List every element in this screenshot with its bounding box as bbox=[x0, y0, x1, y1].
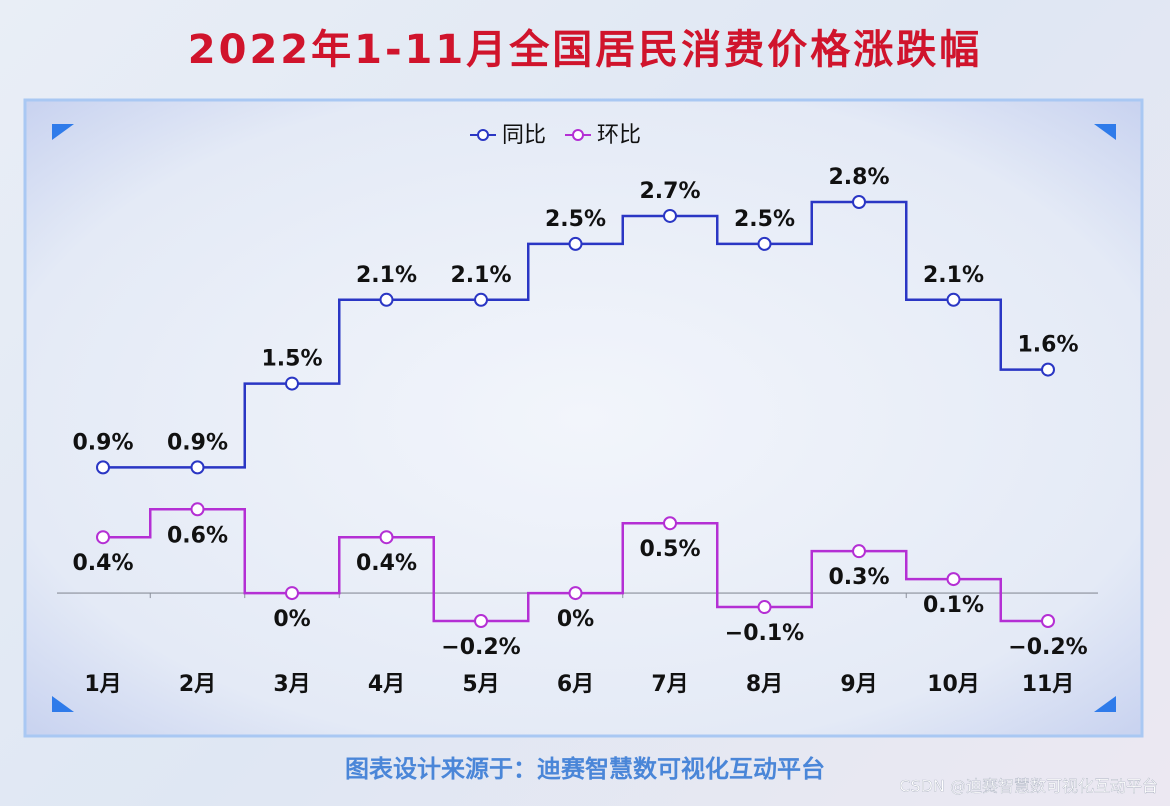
point bbox=[285, 376, 299, 391]
point bbox=[190, 460, 205, 475]
point bbox=[568, 236, 583, 251]
data-label: −0.2% bbox=[1008, 635, 1087, 660]
data-label: 0% bbox=[557, 607, 594, 632]
data-label: −0.2% bbox=[441, 635, 520, 660]
data-label: 0.6% bbox=[167, 523, 228, 548]
data-label: 2.1% bbox=[356, 263, 417, 288]
point bbox=[946, 572, 961, 587]
point bbox=[757, 600, 772, 615]
data-label: 2.5% bbox=[545, 207, 606, 232]
x-tick-label: 3月 bbox=[273, 672, 310, 697]
point bbox=[96, 530, 110, 545]
point bbox=[379, 292, 394, 307]
data-label: 2.1% bbox=[450, 263, 511, 288]
data-label: 2.8% bbox=[828, 165, 889, 190]
point bbox=[190, 502, 205, 517]
legend-marker bbox=[477, 129, 489, 141]
legend-label: 环比 bbox=[597, 123, 641, 148]
point bbox=[757, 236, 772, 251]
point bbox=[852, 195, 866, 209]
chart-title: 2022年1-11月全国居民消费价格涨跌幅 bbox=[188, 27, 982, 73]
data-label: 2.7% bbox=[639, 179, 700, 204]
corner bbox=[52, 124, 74, 140]
point bbox=[852, 544, 866, 559]
x-tick-label: 6月 bbox=[557, 672, 594, 697]
point bbox=[946, 292, 961, 307]
x-tick-label: 11月 bbox=[1022, 672, 1075, 697]
x-tick-label: 10月 bbox=[927, 672, 980, 697]
x-tick-label: 4月 bbox=[368, 672, 405, 697]
legend-label: 同比 bbox=[502, 123, 546, 148]
x-tick-label: 8月 bbox=[746, 672, 783, 697]
point bbox=[285, 586, 299, 601]
data-label: 2.5% bbox=[734, 207, 795, 232]
corner bbox=[1094, 696, 1116, 712]
data-label: 0% bbox=[273, 607, 310, 632]
x-tick-label: 7月 bbox=[651, 672, 688, 697]
data-label: 0.4% bbox=[72, 551, 133, 576]
data-label: 0.1% bbox=[923, 593, 984, 618]
data-label: 1.6% bbox=[1017, 333, 1078, 358]
point bbox=[96, 460, 110, 475]
data-label: 0.9% bbox=[167, 430, 228, 455]
panel bbox=[23, 98, 1144, 738]
point bbox=[663, 516, 677, 531]
data-label: 0.9% bbox=[72, 430, 133, 455]
point bbox=[1041, 614, 1055, 628]
point bbox=[474, 292, 488, 307]
series-line bbox=[103, 200, 1048, 469]
source: 图表设计来源于：迪赛智慧数可视化互动平台 bbox=[345, 755, 825, 783]
point bbox=[568, 586, 583, 601]
data-label: 0.4% bbox=[356, 551, 417, 576]
x-tick-label: 5月 bbox=[462, 672, 499, 697]
x-tick-label: 9月 bbox=[840, 672, 877, 697]
x-tick-label: 2月 bbox=[179, 672, 216, 697]
corner bbox=[52, 696, 74, 712]
corner bbox=[1094, 124, 1116, 140]
point bbox=[379, 530, 394, 545]
data-label: −0.1% bbox=[725, 621, 804, 646]
point bbox=[474, 614, 488, 628]
data-label: 0.3% bbox=[828, 565, 889, 590]
x-tick-label: 1月 bbox=[84, 672, 121, 697]
watermark: CSDN @迪赛智慧数可视化互动平台 bbox=[899, 777, 1158, 796]
legend-marker bbox=[572, 129, 584, 141]
data-label: 2.1% bbox=[923, 263, 984, 288]
data-label: 0.5% bbox=[639, 537, 700, 562]
point bbox=[1041, 362, 1055, 377]
point bbox=[663, 208, 677, 223]
data-label: 1.5% bbox=[261, 347, 322, 372]
